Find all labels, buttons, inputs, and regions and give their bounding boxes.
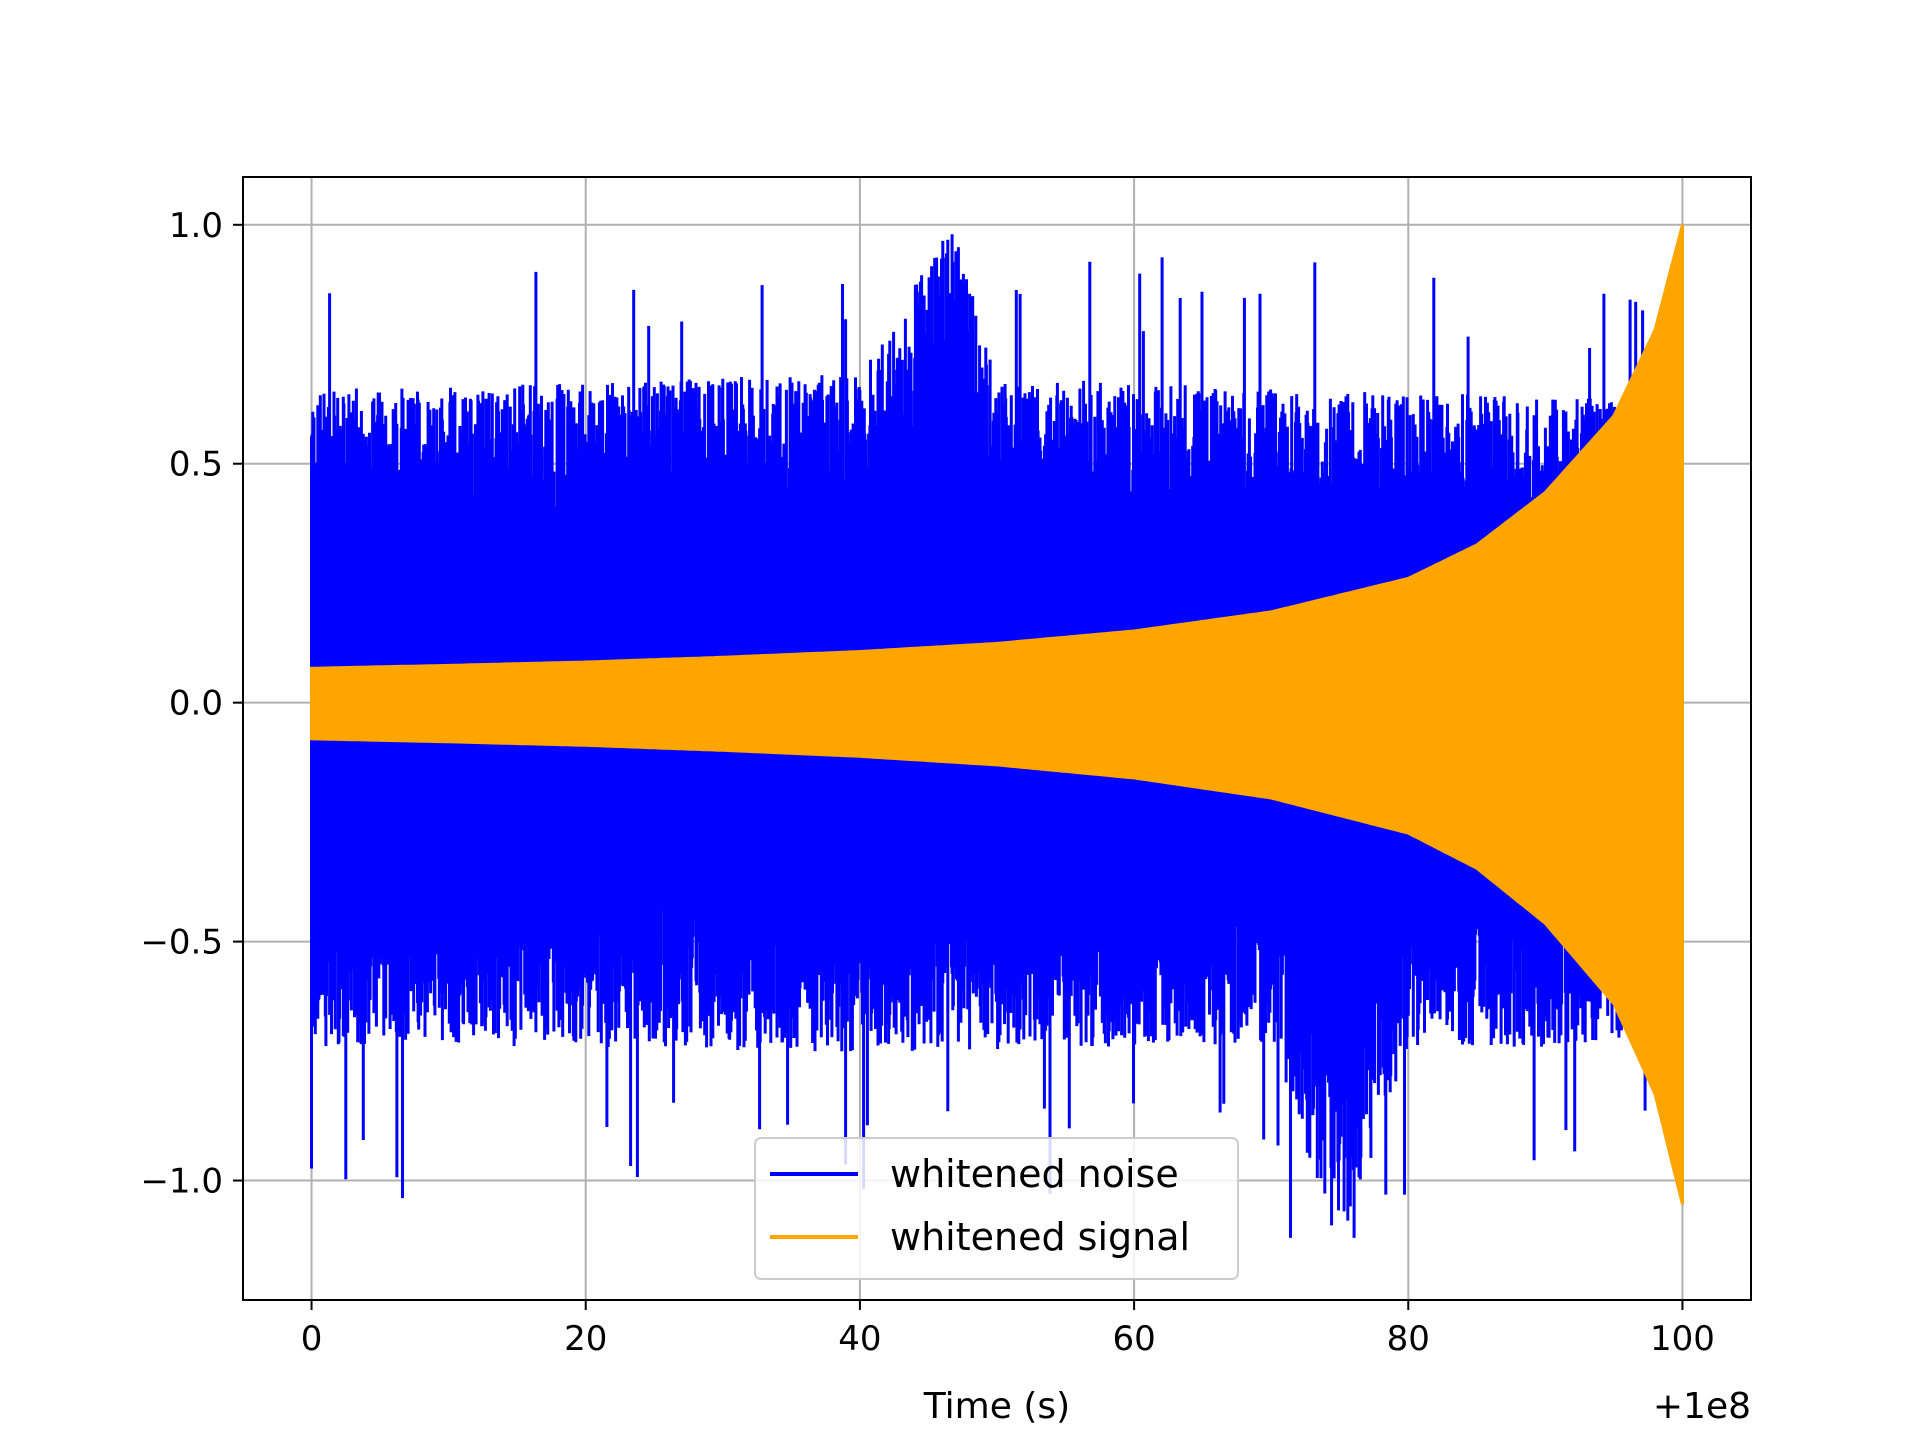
x-axis-offset-label: +1e8 xyxy=(1653,1386,1751,1427)
x-tick-label: 20 xyxy=(564,1319,607,1359)
plot-frame xyxy=(242,176,1752,1301)
x-axis-label: Time (s) xyxy=(923,1386,1070,1427)
y-tick-label: 0.5 xyxy=(169,445,223,485)
y-tick-label: −0.5 xyxy=(140,923,223,963)
y-tick-label: −1.0 xyxy=(140,1162,223,1202)
legend-label-whitened-noise: whitened noise xyxy=(890,1152,1179,1196)
x-tick-label: 60 xyxy=(1112,1319,1155,1359)
y-tick-label: 1.0 xyxy=(169,206,223,246)
signal-envelope xyxy=(310,224,1684,1205)
x-tick-label: 80 xyxy=(1387,1319,1430,1359)
legend: whitened noise whitened signal xyxy=(754,1137,1239,1280)
axis-ticks: 0 20 40 60 80 100 −1.0 −0.5 0.0 0.5 1.0 xyxy=(140,206,1714,1359)
x-tick-label: 0 xyxy=(301,1319,323,1359)
x-tick-label: 100 xyxy=(1650,1319,1715,1359)
x-tick-label: 40 xyxy=(838,1319,881,1359)
legend-box xyxy=(754,1137,1239,1280)
y-tick-label: 0.0 xyxy=(169,684,223,724)
legend-label-whitened-signal: whitened signal xyxy=(890,1215,1190,1259)
series-whitened-signal xyxy=(310,224,1684,1205)
